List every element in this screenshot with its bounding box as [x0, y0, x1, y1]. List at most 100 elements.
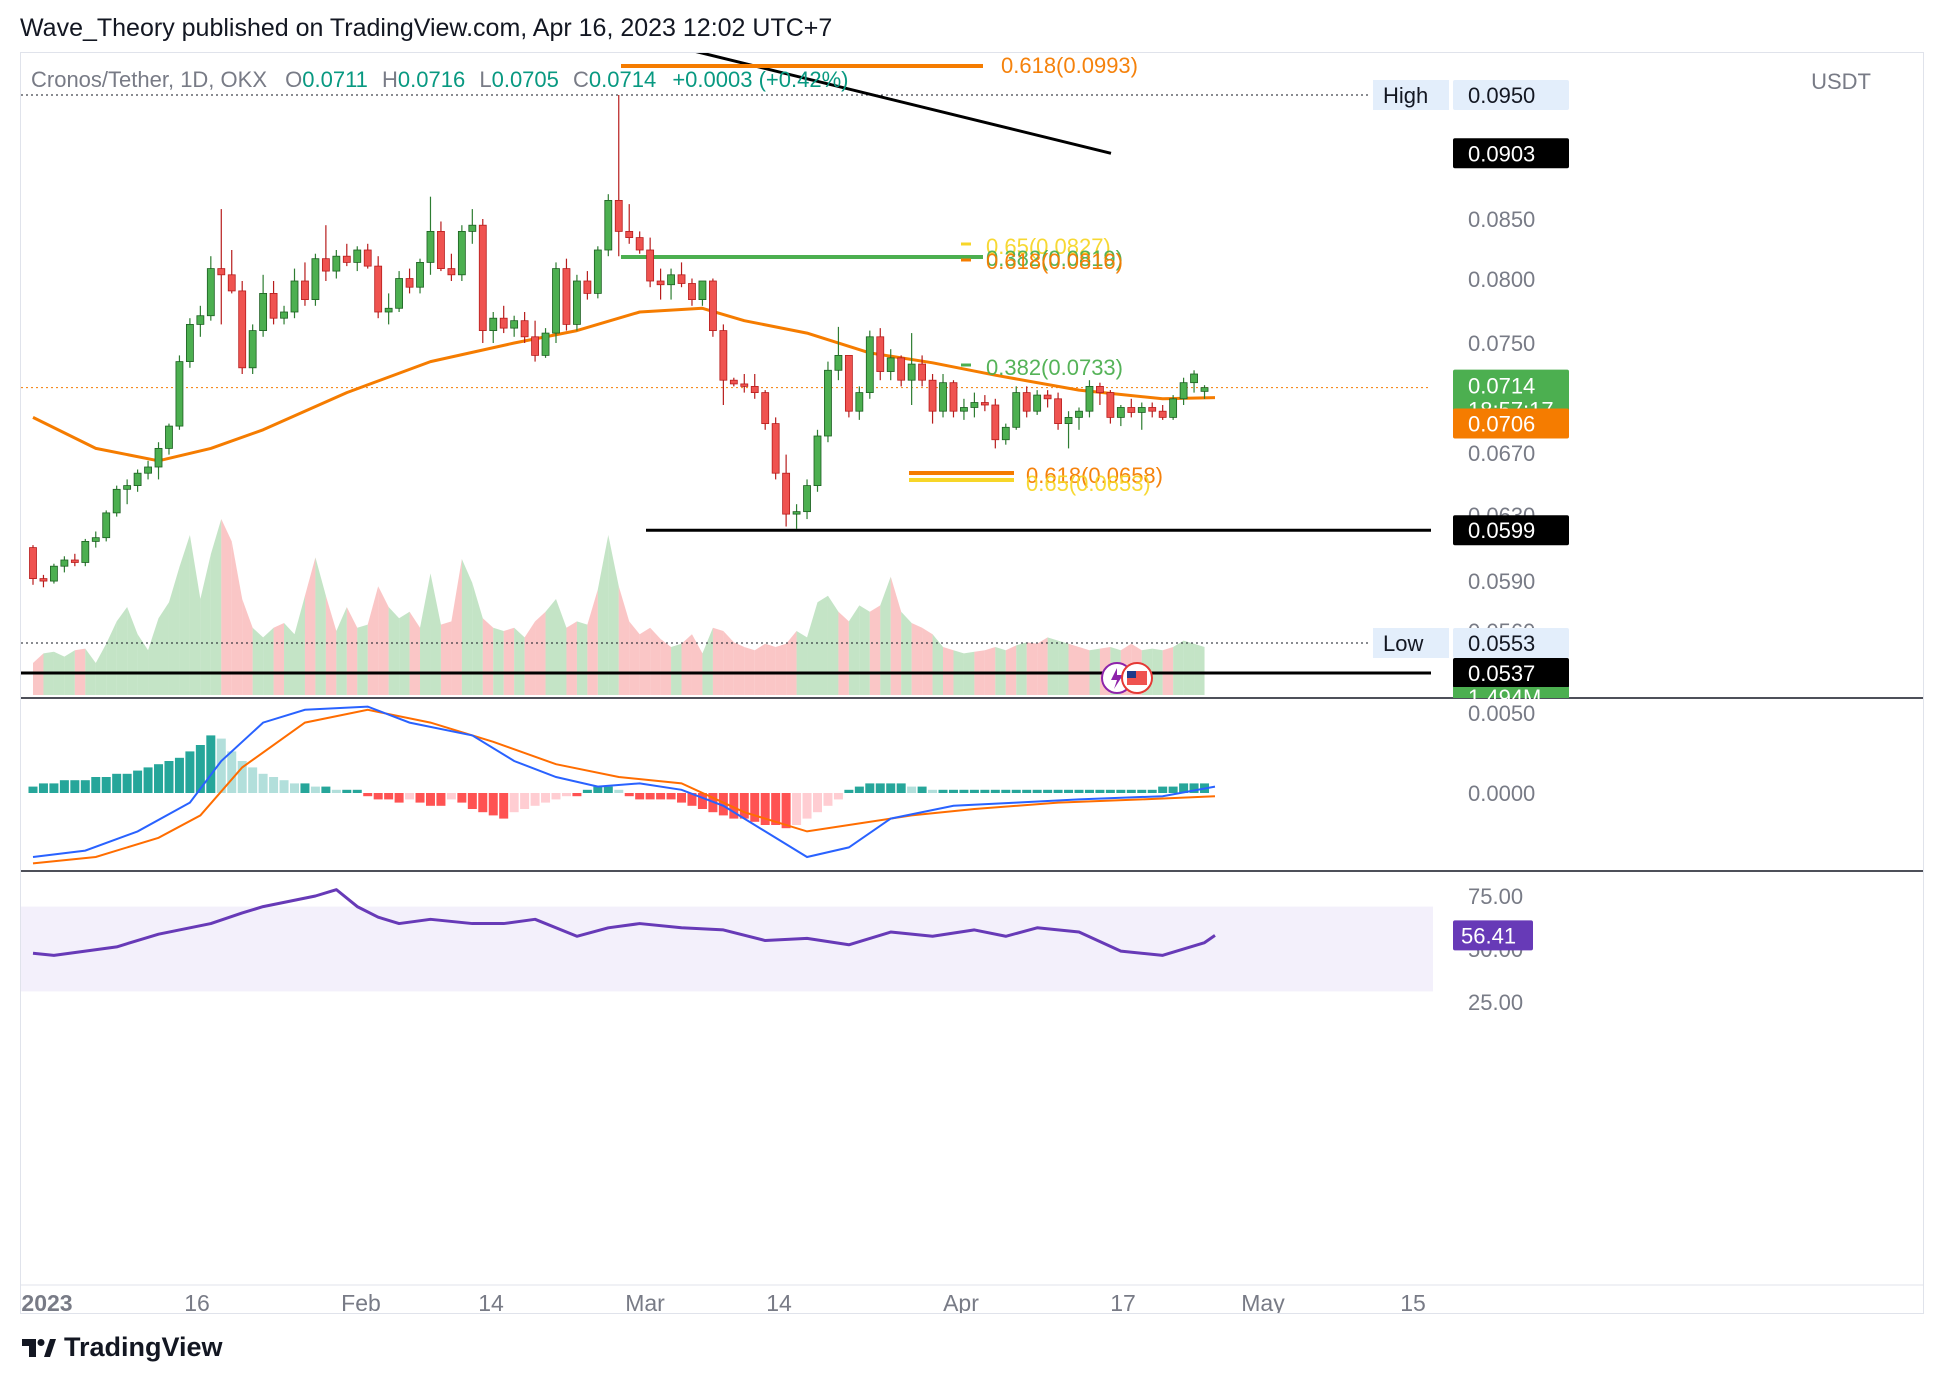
- fib-label: 0.618(0.0816): [986, 249, 1123, 274]
- macd-histogram-bar: [1168, 786, 1178, 793]
- macd-histogram-bar: [394, 793, 404, 803]
- volume-slice: [242, 599, 253, 695]
- macd-histogram-bar: [1084, 789, 1094, 793]
- candle-body: [311, 258, 320, 300]
- candle: [374, 256, 383, 319]
- macd-histogram-bar: [237, 761, 247, 793]
- candle: [980, 395, 989, 412]
- volume-slice: [284, 623, 295, 695]
- fib-label: 0.65(0.0653): [1026, 471, 1151, 496]
- volume-slice: [681, 634, 692, 695]
- volume-slice: [859, 605, 870, 695]
- time-axis-tick: Mar: [625, 1290, 665, 1313]
- macd-histogram-bar: [258, 773, 268, 793]
- candle: [552, 262, 560, 343]
- candle-body: [614, 199, 623, 232]
- volume-slice: [1173, 640, 1184, 695]
- volume-badge: 1.494M: [1468, 685, 1541, 710]
- macd-histogram-bar: [38, 783, 48, 793]
- candle: [918, 355, 926, 387]
- chart-canvas[interactable]: 0.618(0.0993)0.65(0.0827)0.382(0.0819)0.…: [21, 41, 1923, 1316]
- macd-histogram-bar: [1064, 789, 1074, 793]
- footer-logo[interactable]: TradingView: [22, 1332, 223, 1363]
- candle-body: [949, 382, 958, 412]
- candle: [991, 398, 1000, 449]
- candle-body: [677, 274, 686, 284]
- candle: [792, 504, 801, 529]
- macd-histogram-bar: [1053, 789, 1063, 793]
- candle: [1200, 385, 1209, 399]
- candle-body: [269, 292, 278, 319]
- candle-body: [489, 317, 498, 332]
- volume-slice: [148, 618, 159, 695]
- macd-histogram-bar: [488, 793, 498, 816]
- candle: [1096, 382, 1104, 405]
- fib-label: 0.618(0.0993): [1001, 53, 1138, 78]
- low-price-badge: 0.0553: [1468, 631, 1535, 656]
- macd-histogram-bar: [206, 735, 216, 793]
- candle: [761, 390, 770, 430]
- volume-slice: [890, 576, 902, 695]
- volume-slice: [137, 634, 149, 695]
- price-axis-tick: 0.0590: [1468, 569, 1535, 594]
- volume-slice: [1058, 640, 1069, 695]
- rsi-value-label: 56.41: [1461, 923, 1516, 948]
- candle-body: [1169, 398, 1178, 418]
- macd-histogram-bar: [310, 786, 320, 793]
- macd-histogram-bar: [321, 786, 331, 793]
- candle-body: [227, 274, 236, 292]
- candle: [897, 355, 906, 387]
- volume-slice: [493, 627, 504, 695]
- candle: [185, 318, 194, 368]
- price-axis-tick: 0.0800: [1468, 267, 1535, 292]
- candle-body: [1127, 407, 1136, 413]
- candle-body: [520, 320, 529, 338]
- candle-body: [102, 512, 111, 539]
- candle-body: [980, 402, 989, 406]
- candle: [1075, 407, 1083, 430]
- macd-histogram-bar: [80, 780, 90, 793]
- macd-histogram-bar: [405, 793, 415, 800]
- low-price-badge-box: [1453, 628, 1569, 658]
- candle-body: [656, 280, 665, 286]
- volume-slice: [482, 618, 494, 695]
- close-value: 0.0714: [589, 67, 656, 92]
- macd-histogram-bar: [499, 793, 509, 819]
- macd-histogram-bar: [739, 793, 749, 819]
- currency-label: USDT: [1811, 69, 1871, 94]
- candle: [342, 243, 351, 267]
- candle-body: [750, 385, 759, 393]
- candle-body: [144, 466, 152, 474]
- macd-line: [32, 705, 1216, 859]
- volume-slice: [984, 647, 996, 695]
- candle-body: [353, 249, 362, 263]
- rsi-axis-tick: 25.00: [1468, 990, 1523, 1015]
- candle-body: [1158, 410, 1167, 418]
- candle-body: [970, 402, 979, 408]
- macd-histogram-bar: [833, 793, 843, 800]
- candle: [112, 485, 121, 517]
- candle-body: [1064, 416, 1073, 424]
- macd-histogram-bar: [917, 786, 927, 793]
- candle: [489, 312, 498, 343]
- candle-body: [133, 472, 142, 487]
- high-label: H: [382, 67, 398, 92]
- macd-histogram-bar: [331, 789, 341, 793]
- candle: [803, 479, 811, 520]
- candle: [478, 219, 487, 343]
- macd-histogram-bar: [415, 793, 425, 803]
- candle-body: [928, 379, 937, 412]
- candle: [698, 280, 707, 306]
- volume-slice: [461, 559, 473, 695]
- candle-body: [1022, 392, 1031, 412]
- candle: [614, 95, 623, 257]
- candle-body: [1043, 394, 1052, 400]
- macd-histogram-bar: [582, 789, 592, 793]
- candle-body: [667, 274, 675, 286]
- low-price-badge-label-box: [1373, 628, 1449, 658]
- volume-slice: [608, 535, 619, 695]
- volume-slice: [869, 605, 881, 695]
- volume-slice: [587, 589, 598, 695]
- macd-histogram-bar: [635, 793, 645, 800]
- lightning-icon-glyph: [1111, 668, 1123, 689]
